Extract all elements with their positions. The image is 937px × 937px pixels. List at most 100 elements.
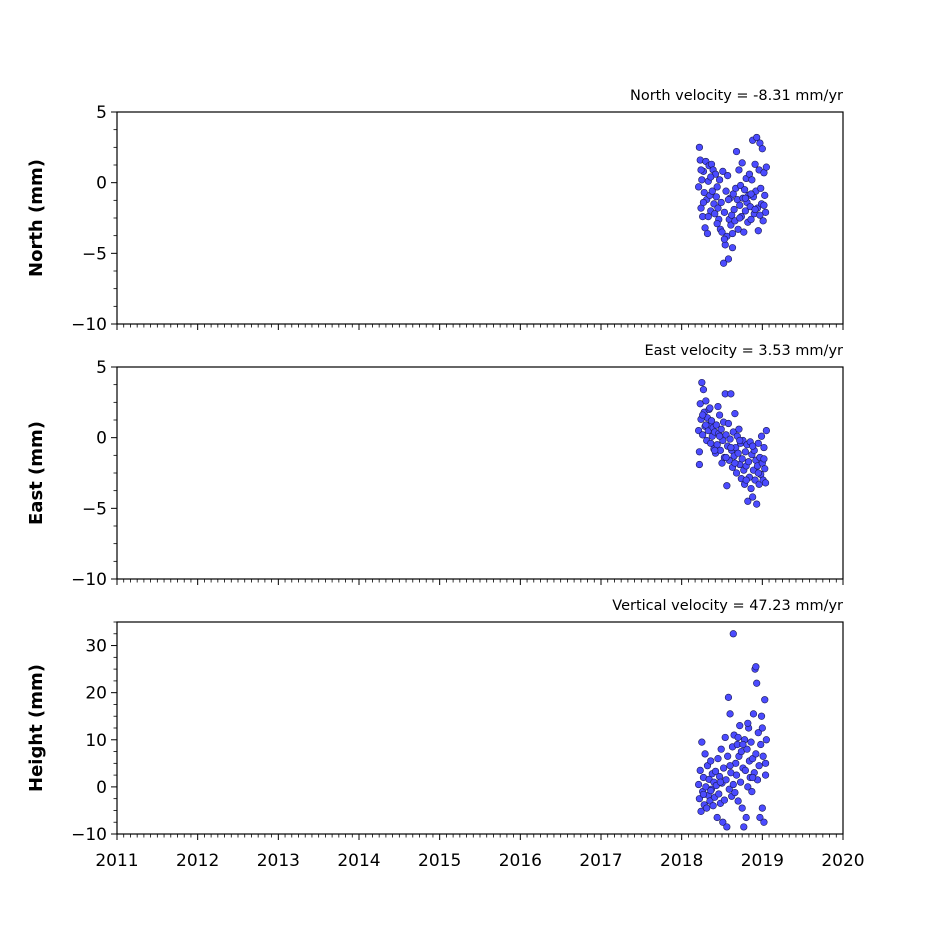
data-point — [713, 813, 721, 822]
data-point — [712, 193, 720, 201]
data-point — [696, 766, 704, 775]
y-axis-label: North (mm) — [26, 159, 47, 277]
data-point — [744, 719, 752, 727]
data-point — [699, 198, 708, 207]
data-point — [695, 780, 703, 789]
data-point — [715, 432, 724, 440]
data-point — [752, 750, 760, 758]
data-point — [734, 225, 742, 233]
north-panel: −10 −5 0 5 North velocity = -8.31 mm/yr North… — [26, 88, 844, 335]
y-tick-label: 0 — [96, 778, 107, 798]
y-tick-label: 20 — [85, 684, 107, 704]
x-tick-label: 2017 — [579, 851, 622, 871]
data-point — [743, 745, 751, 753]
data-point — [729, 630, 737, 638]
data-point — [754, 469, 762, 477]
data-point — [762, 163, 770, 171]
y-tick-label: −5 — [82, 499, 107, 519]
data-point — [711, 446, 719, 454]
data-point — [747, 190, 755, 198]
data-point — [752, 663, 760, 671]
data-point — [760, 455, 768, 463]
data-point — [707, 173, 715, 181]
data-point — [753, 679, 761, 687]
data-point — [717, 425, 725, 433]
data-point — [701, 750, 709, 758]
data-point — [760, 818, 768, 826]
data-point — [727, 390, 735, 398]
data-point — [706, 404, 714, 412]
data-point — [726, 710, 734, 718]
data-point — [747, 484, 755, 493]
data-point — [757, 184, 765, 192]
data-point — [740, 186, 749, 194]
data-point — [734, 733, 742, 742]
data-point — [734, 797, 742, 805]
data-point — [719, 818, 727, 826]
data-point — [757, 432, 766, 440]
data-point — [732, 147, 741, 156]
height-panel: 2011 2012 2013 2014 2015 2016 2017 2018 2019 2020… — [26, 598, 865, 871]
data-point — [731, 788, 739, 797]
data-point — [754, 439, 762, 447]
data-point — [761, 759, 770, 767]
data-point — [741, 766, 749, 775]
data-point — [720, 259, 728, 267]
data-point — [720, 764, 728, 772]
data-point — [695, 448, 704, 456]
data-point — [749, 442, 757, 450]
data-point — [742, 813, 750, 822]
data-point — [699, 431, 707, 439]
data-point — [738, 804, 746, 812]
data-point — [757, 712, 766, 720]
data-point — [723, 823, 731, 831]
data-point — [754, 227, 762, 235]
data-point — [715, 790, 723, 798]
data-point — [734, 449, 742, 457]
data-point — [712, 421, 720, 429]
data-point — [744, 783, 752, 791]
data-point — [742, 476, 750, 484]
data-point — [715, 176, 724, 184]
data-point — [695, 183, 703, 191]
data-point — [736, 722, 744, 730]
data-point — [762, 736, 770, 744]
y-tick-label: 0 — [96, 429, 107, 449]
data-point — [741, 448, 749, 456]
data-point — [751, 160, 759, 168]
data-point — [735, 166, 743, 174]
y-axis-label: Height (mm) — [26, 664, 47, 792]
data-point — [740, 228, 748, 236]
data-point — [717, 198, 725, 207]
panel-title: East velocity = 3.53 mm/yr — [644, 343, 843, 359]
data-point — [762, 427, 770, 435]
data-point — [749, 773, 757, 782]
data-point — [707, 757, 715, 765]
data-point — [728, 229, 737, 238]
data-point — [736, 201, 744, 209]
data-point — [736, 214, 744, 222]
data-point — [755, 762, 763, 770]
data-point — [713, 220, 721, 228]
east-panel: −10 −5 0 5 East velocity = 3.53 mm/yr East (m… — [26, 343, 844, 590]
data-point — [726, 762, 734, 770]
x-tick-label: 2013 — [257, 851, 300, 871]
data-point — [724, 255, 733, 263]
y-tick-label: 30 — [85, 637, 107, 657]
data-point — [728, 244, 737, 252]
y-tick-label: 5 — [96, 358, 107, 378]
data-point — [707, 417, 716, 425]
data-point — [696, 400, 704, 408]
x-tick-label: 2018 — [660, 851, 703, 871]
data-point — [700, 188, 708, 197]
data-point — [761, 696, 769, 704]
data-point — [735, 425, 743, 433]
data-point — [720, 235, 729, 243]
data-point — [718, 228, 726, 236]
data-point — [741, 194, 749, 202]
panel-title: North velocity = -8.31 mm/yr — [630, 88, 843, 104]
data-point — [758, 724, 766, 732]
data-point — [703, 229, 712, 238]
data-point — [699, 790, 708, 799]
data-point — [744, 497, 752, 505]
